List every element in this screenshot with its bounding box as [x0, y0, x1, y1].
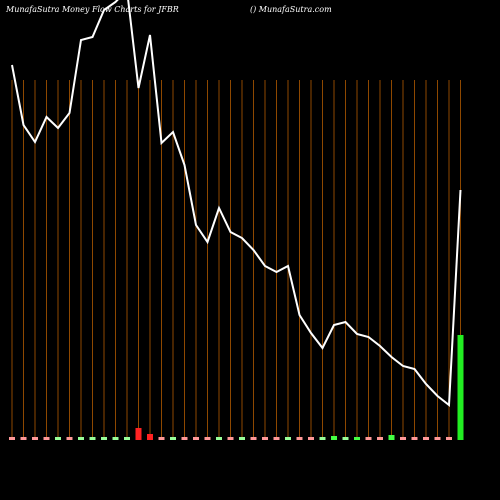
chart-subtitle: () MunafaSutra.com — [250, 5, 332, 14]
volume-bar — [262, 437, 268, 440]
volume-bar — [181, 437, 188, 440]
volume-bar — [101, 437, 107, 440]
volume-bar — [285, 437, 291, 440]
volume-bar — [400, 437, 406, 440]
volume-bar — [20, 437, 27, 440]
volume-bar — [308, 437, 314, 440]
volume-bar — [32, 437, 38, 440]
volume-bar — [319, 437, 326, 440]
chart-title: MunafaSutra Money Flow Charts for JFBR — [5, 5, 179, 14]
volume-bar — [331, 436, 337, 440]
volume-bar — [423, 437, 429, 440]
volume-bar — [112, 437, 119, 440]
volume-bar — [43, 437, 50, 440]
volume-bar — [9, 437, 15, 440]
volume-bar — [147, 434, 153, 440]
volume-bar — [158, 437, 165, 440]
volume-bar — [89, 437, 96, 440]
volume-bar — [193, 437, 199, 440]
volume-bar — [239, 437, 245, 440]
volume-bar — [124, 437, 130, 440]
volume-bar — [216, 437, 222, 440]
volume-bar — [204, 437, 211, 440]
volume-bar — [457, 335, 464, 440]
volume-bar — [135, 428, 142, 440]
volume-bar — [411, 437, 418, 440]
volume-bar — [170, 437, 176, 440]
volume-bar — [66, 437, 73, 440]
volume-bar — [434, 437, 441, 440]
volume-bar — [446, 437, 452, 440]
volume-bar — [354, 437, 360, 440]
volume-bar — [55, 437, 61, 440]
volume-bar — [377, 437, 383, 440]
volume-bar — [227, 437, 234, 440]
volume-bar — [388, 435, 395, 440]
volume-bar — [365, 437, 372, 440]
volume-bar — [250, 437, 257, 440]
volume-bar — [296, 437, 303, 440]
money-flow-line — [11, 0, 462, 407]
volume-bar — [342, 437, 349, 440]
volume-bar — [78, 437, 84, 440]
volume-bar — [273, 437, 280, 440]
